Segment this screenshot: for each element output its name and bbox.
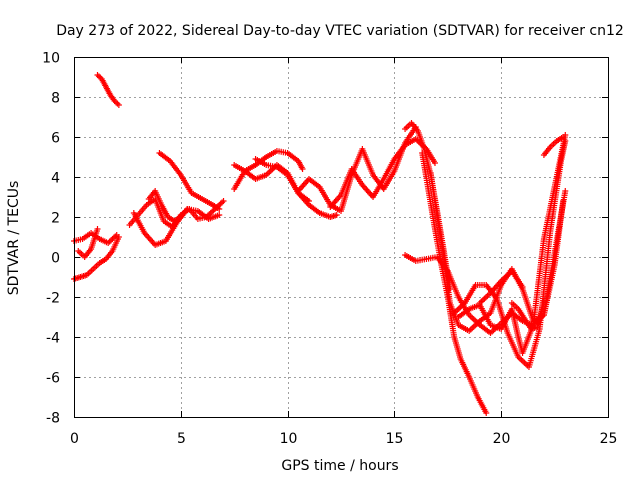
y-tick-label: -2 — [46, 291, 60, 307]
x-tick-label: 0 — [70, 431, 79, 447]
x-axis-label: GPS time / hours — [281, 458, 398, 474]
x-tick-label: 20 — [493, 431, 511, 447]
data-point — [560, 198, 567, 204]
data-point — [216, 212, 223, 218]
data-point — [431, 160, 438, 166]
data-point — [540, 298, 547, 304]
series-arc-r — [451, 138, 569, 370]
data-point — [184, 206, 191, 212]
y-axis-label: SDTVAR / TECUs — [6, 181, 22, 296]
data-layer — [71, 72, 569, 416]
series-arc-o — [419, 150, 490, 416]
data-point — [560, 134, 567, 140]
y-tick-label: -8 — [46, 411, 60, 427]
series-arc-b — [71, 230, 120, 246]
series-arc-k — [252, 156, 340, 220]
y-tick-label: 2 — [51, 211, 60, 227]
x-tick-label: 10 — [280, 431, 298, 447]
series-arc-g — [145, 188, 191, 224]
series-arc-d — [94, 72, 122, 108]
data-point — [115, 102, 122, 108]
plot-frame — [74, 57, 609, 418]
y-tick-label: 0 — [51, 251, 60, 267]
series-arc-h — [156, 150, 223, 212]
data-point — [94, 226, 101, 232]
y-tick-label: -6 — [46, 371, 60, 387]
data-point — [562, 188, 569, 194]
data-point — [519, 284, 526, 290]
y-tick-label: 6 — [51, 131, 60, 147]
x-tick-label: 25 — [600, 431, 618, 447]
data-point — [483, 410, 490, 416]
y-tick-label: 10 — [42, 51, 60, 67]
data-point — [113, 232, 120, 238]
series-arc-u — [540, 134, 567, 158]
data-point — [299, 166, 306, 172]
y-tick-label: 8 — [51, 91, 60, 107]
series-arc-m — [327, 136, 438, 210]
chart-title: Day 273 of 2022, Sidereal Day-to-day VTE… — [56, 23, 624, 39]
x-tick-label: 15 — [386, 431, 404, 447]
data-point — [216, 206, 223, 212]
y-tick-label: -4 — [46, 331, 60, 347]
y-tick-label: 4 — [51, 171, 60, 187]
series-arc-f — [130, 206, 223, 248]
tick-layer: 0 5 10 15 20 25 -8 -6 -4 -2 0 2 4 6 8 10 — [42, 51, 617, 448]
series-arc-c — [75, 226, 101, 260]
data-point — [333, 212, 340, 218]
data-point — [220, 198, 227, 204]
series-arc-s — [455, 132, 569, 356]
x-tick-label: 5 — [177, 431, 186, 447]
series-arc-v — [508, 298, 547, 332]
series-arc-t — [476, 268, 526, 306]
